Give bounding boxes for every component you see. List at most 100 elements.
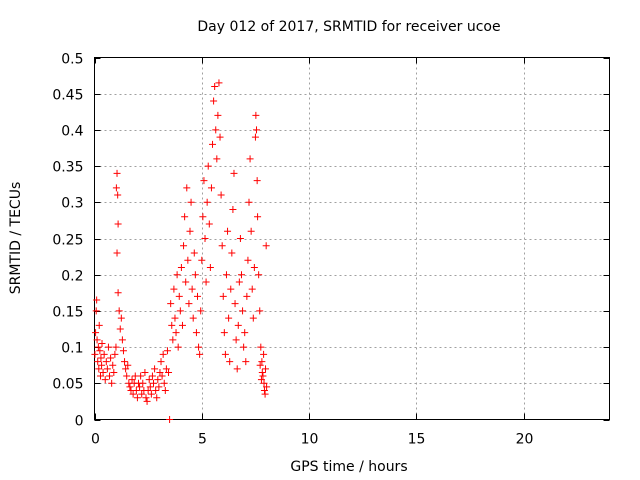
data-point xyxy=(99,368,107,376)
data-point xyxy=(190,249,198,257)
data-point xyxy=(240,343,248,351)
data-point xyxy=(195,343,203,351)
data-point xyxy=(157,358,165,366)
data-point xyxy=(196,350,204,358)
data-point xyxy=(95,321,103,329)
x-tick-label: 5 xyxy=(198,432,207,448)
data-point xyxy=(253,177,261,185)
data-point xyxy=(189,314,197,322)
data-point xyxy=(245,198,253,206)
axis-ticks: 0 0.05 0.1 0.15 0.2 0.25 0.3 0.35 0.4 0.45 0.5 0 5 10… xyxy=(52,52,610,448)
data-point xyxy=(121,358,129,366)
data-point xyxy=(108,379,116,387)
data-point xyxy=(262,365,270,373)
data-point xyxy=(94,343,102,351)
y-tick-label: 0.2 xyxy=(61,269,83,285)
data-point xyxy=(106,372,114,380)
data-point xyxy=(147,390,155,398)
data-point xyxy=(215,79,223,87)
data-point xyxy=(171,314,179,322)
data-point xyxy=(167,300,175,308)
data-point xyxy=(227,285,235,293)
y-tick-label: 0.5 xyxy=(61,52,83,68)
data-point xyxy=(113,169,121,177)
data-point xyxy=(150,379,158,387)
data-point xyxy=(170,285,178,293)
data-point xyxy=(97,354,105,362)
data-point xyxy=(161,387,169,395)
data-point xyxy=(261,390,269,398)
data-point xyxy=(122,365,130,373)
y-tick-label: 0.15 xyxy=(52,305,83,321)
data-point xyxy=(255,271,263,279)
data-point xyxy=(112,184,120,192)
data-point xyxy=(256,307,264,315)
y-tick-label: 0 xyxy=(75,414,84,430)
data-point xyxy=(176,307,184,315)
data-point xyxy=(144,387,152,395)
data-point xyxy=(93,296,101,304)
data-point xyxy=(109,361,117,369)
data-point xyxy=(129,390,137,398)
data-point xyxy=(174,343,182,351)
data-point xyxy=(230,169,238,177)
data-point xyxy=(202,278,210,286)
data-point xyxy=(246,155,254,163)
data-point xyxy=(158,372,166,380)
data-point xyxy=(221,350,229,358)
data-point xyxy=(166,416,174,423)
data-point xyxy=(198,256,206,264)
data-point xyxy=(254,213,262,221)
data-point xyxy=(194,292,201,300)
data-point xyxy=(211,82,219,90)
data-point xyxy=(204,162,212,170)
data-point xyxy=(262,242,270,250)
data-point xyxy=(192,329,200,337)
data-point xyxy=(203,198,211,206)
data-point xyxy=(219,292,227,300)
data-point xyxy=(173,271,181,279)
data-point xyxy=(210,97,218,105)
data-point xyxy=(256,361,264,369)
data-point xyxy=(184,256,192,264)
data-point xyxy=(107,354,115,362)
data-point xyxy=(101,376,109,384)
data-point xyxy=(114,191,122,199)
data-point xyxy=(214,111,222,119)
x-tick-label: 15 xyxy=(408,432,426,448)
data-point xyxy=(110,368,118,376)
data-point xyxy=(200,177,208,185)
data-point xyxy=(207,184,215,192)
data-point xyxy=(151,365,159,373)
data-point xyxy=(212,126,220,134)
data-point xyxy=(233,365,241,373)
data-point xyxy=(175,292,183,300)
data-point xyxy=(145,376,153,384)
data-point xyxy=(257,343,265,351)
y-tick-label: 0.45 xyxy=(52,88,83,104)
data-point xyxy=(159,350,167,358)
data-point xyxy=(113,249,121,257)
data-point xyxy=(249,314,257,322)
data-point xyxy=(226,358,234,366)
data-point xyxy=(172,329,180,337)
x-tick-label: 20 xyxy=(516,432,534,448)
data-point xyxy=(154,376,162,384)
data-point xyxy=(142,394,150,402)
data-point xyxy=(98,339,106,347)
data-point xyxy=(152,387,160,395)
data-point xyxy=(169,336,177,344)
data-point xyxy=(126,383,134,391)
data-point xyxy=(235,278,243,286)
data-point xyxy=(92,307,100,315)
data-point xyxy=(205,220,213,228)
data-point xyxy=(260,379,268,387)
data-point xyxy=(124,361,132,369)
data-point xyxy=(231,300,239,308)
data-point xyxy=(156,368,164,376)
data-point xyxy=(201,235,209,242)
data-point xyxy=(143,397,151,405)
data-point xyxy=(180,242,188,250)
data-point xyxy=(237,271,245,279)
data-point xyxy=(182,278,190,286)
